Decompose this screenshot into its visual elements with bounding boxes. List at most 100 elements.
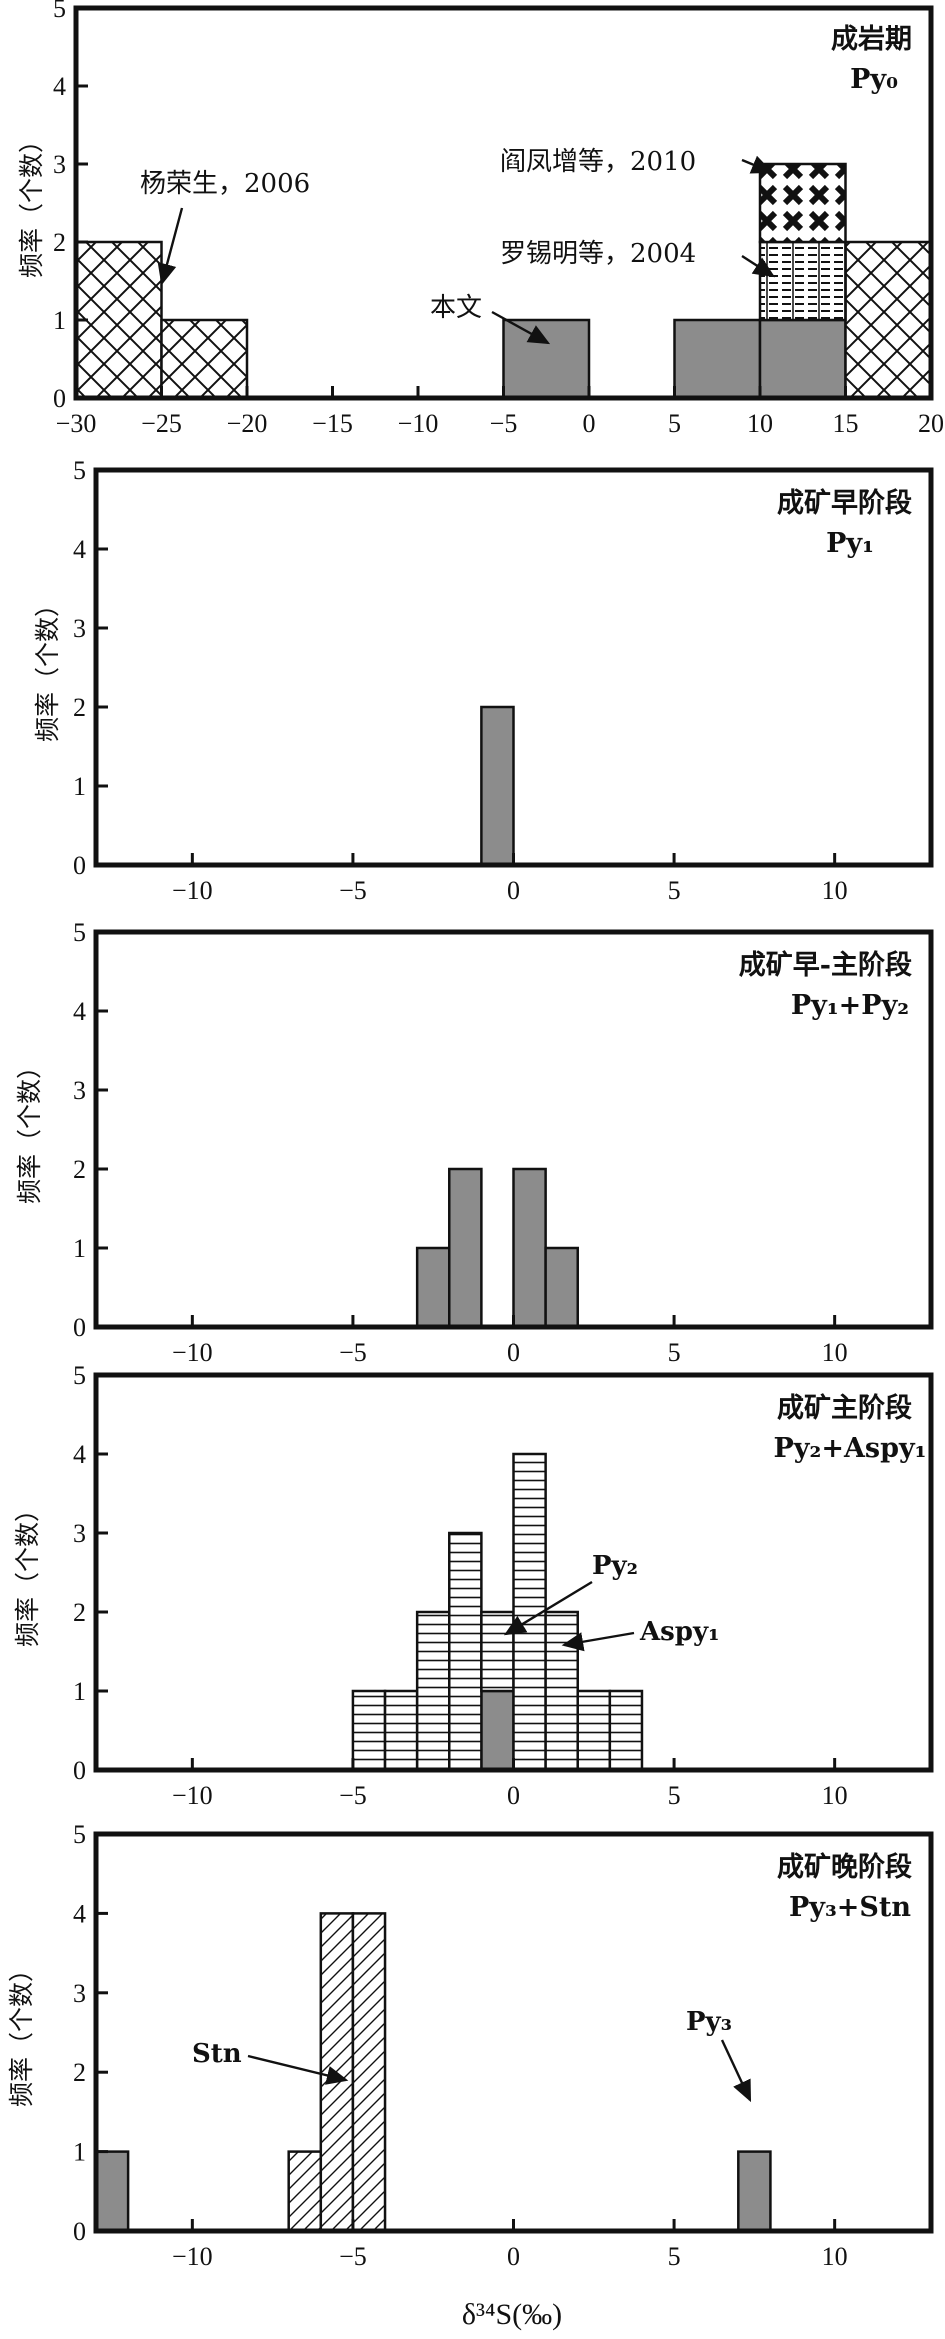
x-tick-label: −5 [490, 409, 518, 438]
bar-diagonal [319, 1912, 355, 2233]
y-tick-label: 3 [73, 614, 86, 643]
y-tick-label: 2 [53, 228, 66, 257]
y-tick-label: 5 [73, 456, 86, 485]
x-tick-label: −5 [339, 1338, 367, 1367]
panel-early-ore: 0 1 2 3 4 5 −10 −5 0 5 10 成矿早阶段 Py₁ 频率（个数） [33, 456, 934, 905]
x-tick-label: −15 [312, 409, 353, 438]
bar-gray [502, 318, 591, 400]
y-tick-label: 2 [73, 1598, 86, 1627]
bar-hlines [608, 1689, 644, 1772]
y-axis-label: 频率（个数） [17, 128, 46, 278]
x-tick-label: 20 [918, 409, 944, 438]
panel-subtitle: Py₁+Py₂ [791, 990, 909, 1021]
x-tick-label: 0 [583, 409, 596, 438]
y-tick-label: 3 [73, 1519, 86, 1548]
y-tick-label: 1 [73, 772, 86, 801]
bars [94, 1912, 772, 2233]
annotation-yang-2006: 杨荣生，2006 [140, 169, 310, 199]
bars [415, 1167, 579, 1329]
y-tick-label: 0 [73, 1313, 86, 1342]
annotation-yan-2010: 阎凤增等，2010 [500, 147, 696, 177]
bar-hlines [351, 1689, 387, 1772]
y-tick-label: 4 [73, 535, 86, 564]
x-tick-label: 10 [822, 1781, 848, 1810]
y-ticks: 0 1 2 3 4 5 [73, 918, 108, 1342]
y-tick-label: 2 [73, 1155, 86, 1184]
bar-hlines [383, 1689, 419, 1772]
panel-title: 成矿主阶段 [777, 1392, 912, 1424]
y-tick-label: 3 [73, 1076, 86, 1105]
bar-gray [512, 1167, 547, 1329]
bars [480, 705, 515, 867]
x-tick-label: 0 [507, 1338, 520, 1367]
annotation-arrow [247, 2054, 349, 2085]
y-tick-label: 4 [53, 72, 66, 101]
panel-diagenetic: 0 1 2 3 4 5 −30 −25 −20 −15 −10 −5 0 5 10 15 20 成岩期 Py₀… [17, 0, 944, 438]
annotation-stn: Stn [192, 2039, 242, 2069]
bar-crosshatch [844, 240, 933, 400]
panel-early-main-ore: 0 1 2 3 4 5 −10 −5 0 5 10 成矿早-主阶段 Py₁+Py₂ 频率（个数） [15, 918, 934, 1367]
y-ticks: 0 1 2 3 4 5 [73, 1820, 108, 2246]
x-tick-label: 5 [668, 1781, 681, 1810]
x-tick-label: 5 [668, 409, 681, 438]
y-tick-label: 1 [73, 1234, 86, 1263]
y-tick-label: 4 [73, 997, 86, 1026]
annotation-arrow [503, 1580, 593, 1636]
y-tick-label: 0 [53, 384, 66, 413]
bar-crosshatch [160, 318, 249, 400]
annotation-arrow [720, 2039, 752, 2103]
x-tick-label: −25 [141, 409, 182, 438]
y-axis-label: 频率（个数） [7, 1957, 36, 2107]
y-tick-label: 0 [73, 851, 86, 880]
x-tick-label: −10 [172, 1338, 213, 1367]
x-tick-label: −10 [172, 2242, 213, 2271]
y-ticks: 0 1 2 3 4 5 [73, 456, 108, 880]
annotation-this-study: 本文 [430, 293, 482, 323]
x-tick-label: 5 [668, 1338, 681, 1367]
bar-gray [415, 1246, 451, 1329]
x-tick-label: 0 [507, 2242, 520, 2271]
x-tick-label: −5 [339, 1781, 367, 1810]
y-tick-label: 5 [73, 1820, 86, 1849]
bar-diagonal [351, 1912, 387, 2233]
bar-hlines [576, 1689, 612, 1772]
x-axis-label: δ³⁴S(‰) [462, 2298, 562, 2331]
annotation-arrow [561, 1631, 635, 1652]
x-tick-label: −10 [172, 876, 213, 905]
panel-title: 成矿早-主阶段 [739, 949, 912, 981]
bar-gray [673, 318, 762, 400]
y-tick-label: 4 [73, 1440, 86, 1469]
panel-subtitle: Py₃+Stn [789, 1892, 911, 1923]
bar-crosshatch [74, 240, 163, 400]
panel-subtitle: Py₂+Aspy₁ [774, 1433, 927, 1464]
y-tick-label: 0 [73, 1756, 86, 1785]
x-ticks: −10 −5 0 5 10 [172, 2219, 848, 2271]
x-tick-label: −30 [56, 409, 97, 438]
annotation-luo-2004: 罗锡明等，2004 [500, 239, 696, 269]
bar-hlines [448, 1531, 483, 1772]
panel-subtitle: Py₁ [826, 528, 874, 559]
x-tick-label: 0 [507, 876, 520, 905]
x-tick-label: 10 [822, 876, 848, 905]
y-tick-label: 2 [73, 693, 86, 722]
x-tick-label: 10 [822, 1338, 848, 1367]
bar-gray [480, 1689, 515, 1772]
bar-hlines [480, 1610, 515, 1693]
bar-gray [758, 318, 847, 400]
y-tick-label: 2 [73, 2058, 86, 2087]
y-ticks: 0 1 2 3 4 5 [53, 0, 88, 413]
bars [351, 1452, 644, 1772]
bar-gray [480, 705, 515, 867]
panel-title: 成矿早阶段 [777, 487, 912, 519]
x-tick-label: −10 [398, 409, 439, 438]
y-tick-label: 5 [53, 0, 66, 23]
bar-hlines [544, 1610, 579, 1772]
x-tick-label: 5 [668, 876, 681, 905]
x-tick-label: 10 [822, 2242, 848, 2271]
y-tick-label: 0 [73, 2217, 86, 2246]
x-tick-label: −5 [339, 2242, 367, 2271]
bar-xmarks [758, 162, 847, 244]
bar-gray [737, 2150, 772, 2233]
y-tick-label: 1 [53, 306, 66, 335]
